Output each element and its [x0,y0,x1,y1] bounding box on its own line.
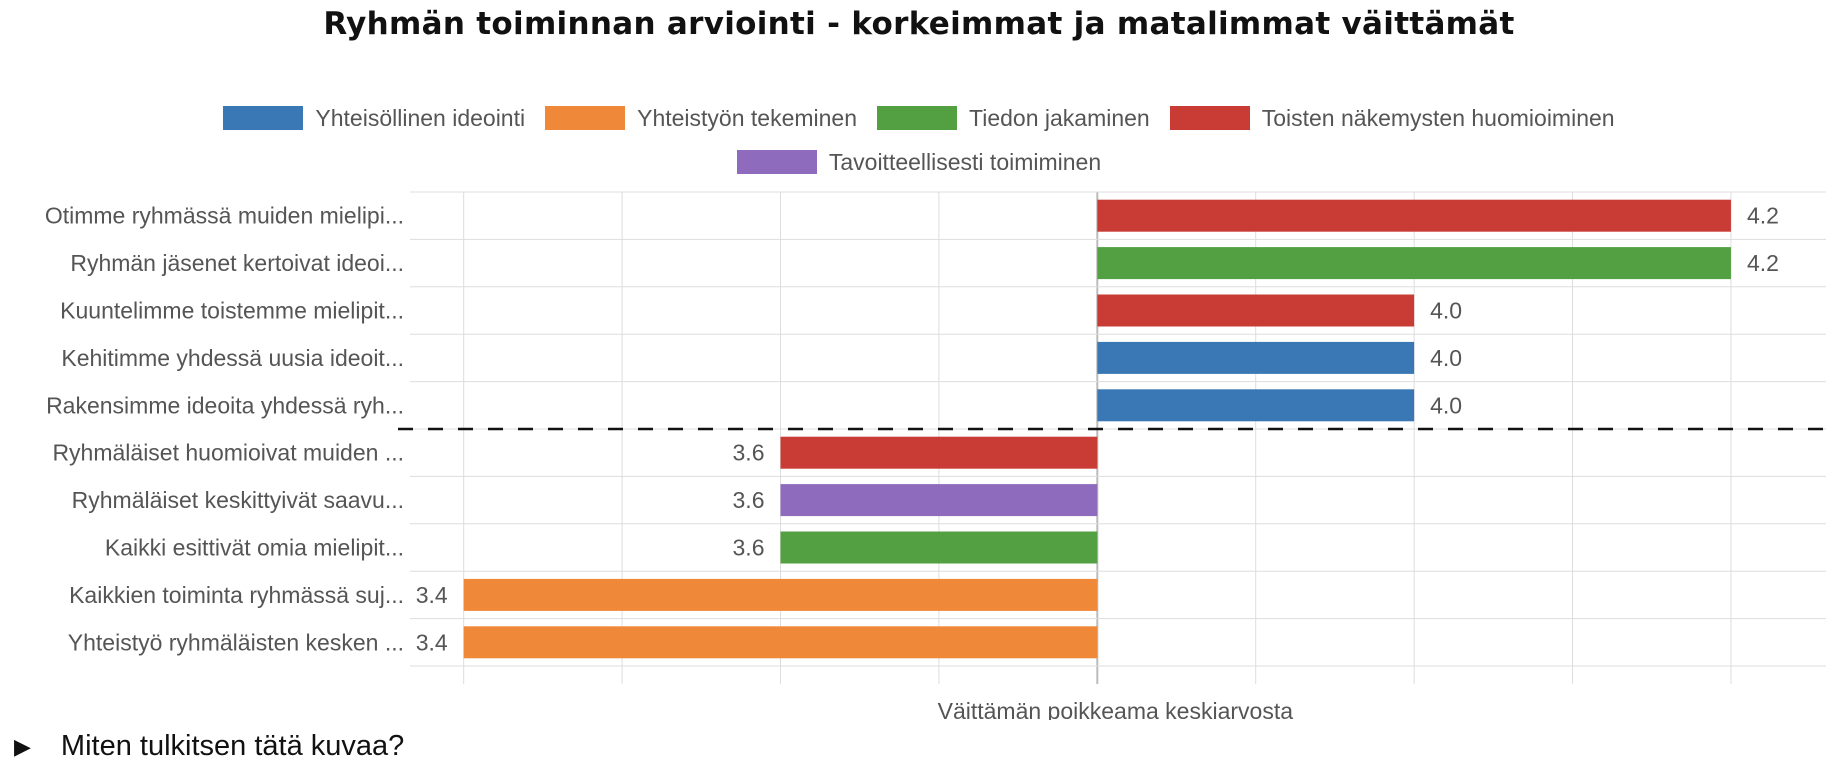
value-label: 3.6 [733,487,765,513]
value-label: 3.6 [733,440,765,466]
interpretation-toggle[interactable]: ▶ Miten tulkitsen tätä kuvaa? [14,730,404,763]
category-label: Kuuntelimme toistemme mielipit... [60,298,404,324]
legend-swatch [223,106,304,130]
x-axis-title: Väittämän poikkeama keskiarvosta [938,698,1294,720]
legend-swatch [877,106,958,130]
bar [1097,247,1731,280]
value-label: 4.0 [1430,392,1462,418]
category-label: Ryhmäläiset huomioivat muiden ... [52,440,404,466]
legend-label: Yhteisöllinen ideointi [315,104,526,131]
legend-label: Tavoitteellisesti toimiminen [828,148,1102,175]
value-label: 4.2 [1747,203,1779,229]
legend-swatch [736,150,817,174]
value-label: 4.0 [1430,298,1462,324]
value-label: 4.0 [1430,345,1462,371]
category-label: Kaikkien toiminta ryhmässä suj... [69,582,404,608]
legend-item[interactable]: Toisten näkemysten huomioiminen [1169,104,1615,132]
bar [780,531,1098,564]
value-label: 3.4 [416,629,448,655]
bar-chart: Otimme ryhmässä muiden mielipi... 4.2 Ryhm… [45,191,1826,720]
category-label: Ryhmäläiset keskittyivät saavu... [72,487,404,513]
legend-swatch [1169,106,1250,130]
legend-item[interactable]: Yhteistyön tekeminen [545,105,857,132]
legend-label: Toisten näkemysten huomioiminen [1261,104,1615,131]
legend-item[interactable]: Tiedon jakaminen [877,105,1150,132]
legend-label: Tiedon jakaminen [969,104,1150,131]
bar [1097,389,1415,422]
bar [1097,294,1415,327]
bar [463,578,1098,611]
value-label: 3.4 [416,582,448,608]
legend-row: Tavoitteellisesti toimiminen [0,140,1838,184]
legend-label: Yhteistyön tekeminen [637,104,858,131]
legend-row: Yhteisöllinen ideointi Yhteistyön tekemin… [0,96,1838,140]
bar [1097,341,1415,374]
category-label: Otimme ryhmässä muiden mielipi... [45,203,404,229]
triangle-right-icon: ▶ [14,733,31,759]
category-label: Ryhmän jäsenet kertoivat ideoi... [70,250,404,276]
value-label: 3.6 [733,535,765,561]
legend-item[interactable]: Yhteisöllinen ideointi [223,105,525,132]
bar [780,436,1098,469]
bar [780,484,1098,517]
category-label: Kaikki esittivät omia mielipit... [105,535,404,561]
category-label: Rakensimme ideoita yhdessä ryh... [46,392,404,418]
bar [1097,199,1731,232]
category-label: Yhteistyö ryhmäläisten kesken ... [68,629,404,655]
legend-swatch [545,106,626,130]
value-label: 4.2 [1747,250,1779,276]
legend: Yhteisöllinen ideointi Yhteistyön tekemin… [0,96,1838,184]
interpretation-toggle-label: Miten tulkitsen tätä kuvaa? [60,730,405,762]
legend-item[interactable]: Tavoitteellisesti toimiminen [736,148,1102,176]
bar [463,626,1098,659]
category-label: Kehitimme yhdessä uusia ideoit... [61,345,404,371]
chart-title: Ryhmän toiminnan arviointi - korkeimmat … [323,6,1515,42]
